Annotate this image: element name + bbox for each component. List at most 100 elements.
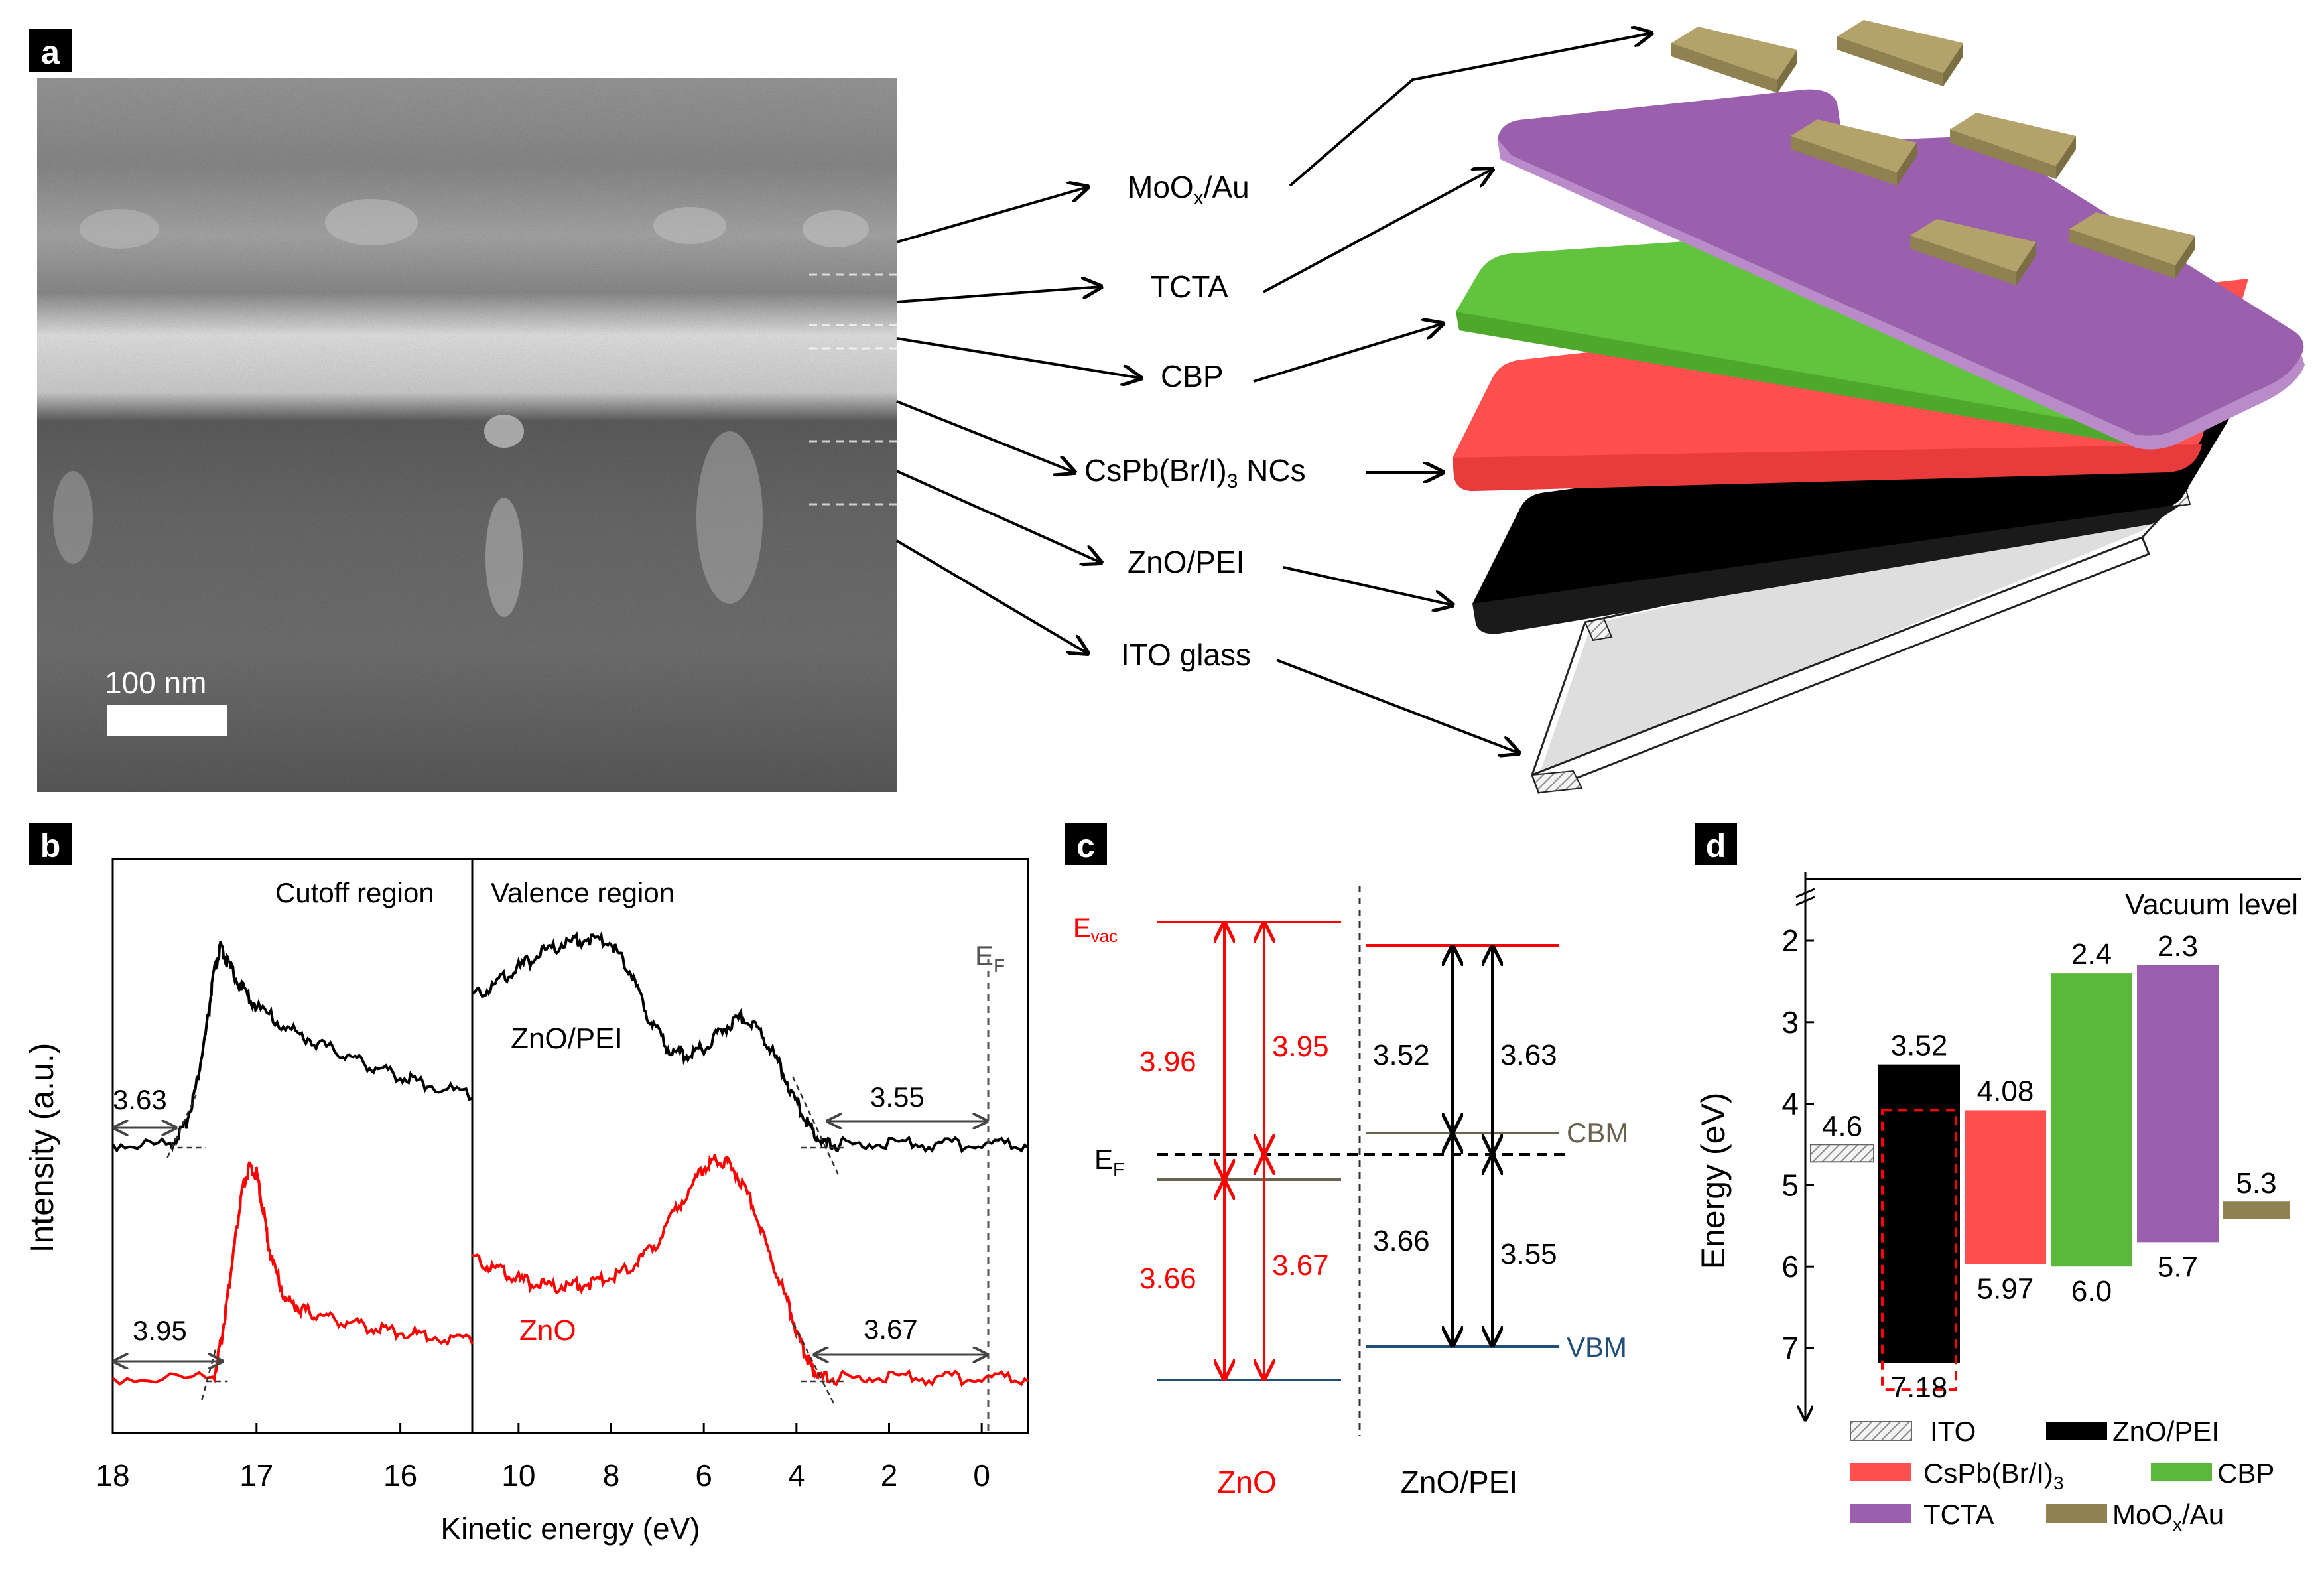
legend-ito: ITO xyxy=(1930,1416,1976,1447)
panel-b-label-box xyxy=(29,823,72,865)
legend-swatch-znopei xyxy=(2046,1422,2107,1440)
d-level-ito xyxy=(1810,1144,1874,1163)
vbm-label: VBM xyxy=(1567,1331,1627,1363)
b-right-ticklabel-10: 10 xyxy=(501,1458,535,1493)
b-ef-label: EF xyxy=(975,940,1005,976)
legend-swatch-cbp xyxy=(2151,1463,2212,1481)
d-label-top-cbp: 2.4 xyxy=(2071,938,2112,971)
zno-val-367: 3.67 xyxy=(1272,1249,1329,1282)
d-label-top-cspbbri3: 4.08 xyxy=(1977,1075,2034,1107)
zno-val-395: 3.95 xyxy=(1272,1030,1329,1063)
panel-b-label: b xyxy=(40,827,61,864)
d-ticklabel-5: 5 xyxy=(1781,1168,1799,1202)
b-right-ticklabel-8: 8 xyxy=(603,1458,620,1493)
valence-title: Valence region xyxy=(491,877,675,908)
d-legend: ITO ZnO/PEI CsPb(Br/I)3 CBP TCTA MoOx/Au xyxy=(1850,1416,2274,1535)
b-right-ticklabel-2: 2 xyxy=(881,1458,898,1493)
b-left-ticklabel-17: 17 xyxy=(239,1458,273,1493)
scale-bar-label: 100 nm xyxy=(105,665,206,700)
b-cutoff-series-znopei xyxy=(111,940,473,1153)
scale-bar xyxy=(107,705,227,736)
layer-label-tcta: TCTA xyxy=(1151,269,1228,304)
d-ticklabel-7: 7 xyxy=(1781,1331,1799,1365)
d-label-ito: 4.6 xyxy=(1822,1110,1862,1142)
panel-d: d Energy (eV) Vacuum level 2 3 4 5 6 7 4.6 3.5… xyxy=(1695,823,2301,1535)
b-ylabel: Intensity (a.u.) xyxy=(23,1043,60,1253)
panel-c-label: c xyxy=(1076,827,1095,864)
d-ticklabel-6: 6 xyxy=(1781,1249,1799,1284)
electrode-pads xyxy=(1671,20,2195,285)
panel-b: b Cutoff region Valence region Intensity… xyxy=(23,823,1029,1546)
axis-break xyxy=(1795,888,1815,906)
panel-c: c Evac EF 3.96 3.95 3.66 3.67 CBM VBM xyxy=(1065,823,1628,1499)
b-tangent-3 xyxy=(791,1320,834,1404)
cutoff-title: Cutoff region xyxy=(275,877,434,908)
panel-d-label: d xyxy=(1706,827,1726,864)
b-left-ticklabel-16: 16 xyxy=(383,1458,417,1493)
zno-val-396: 3.96 xyxy=(1139,1046,1196,1078)
d-label-bottom-tcta: 5.7 xyxy=(2158,1251,2198,1283)
d-bar-cspbbri3 xyxy=(1965,1110,2046,1264)
panel-a: a 100 nm xyxy=(29,20,2305,794)
d-ticklabel-4: 4 xyxy=(1781,1087,1799,1121)
valence-frame xyxy=(471,858,1029,1434)
device-stack xyxy=(1452,20,2305,794)
b-ticks: 18 17 16 10 8 6 4 2 0 xyxy=(96,1423,990,1493)
c-ef-label: EF xyxy=(1094,1144,1124,1180)
b-plot xyxy=(111,930,1029,1404)
d-label-bottom-cbp: 6.0 xyxy=(2071,1275,2112,1308)
legend-mooxau: MoOx/Au xyxy=(2112,1499,2224,1535)
c-xlabel-zno: ZnO xyxy=(1217,1465,1276,1499)
panel-a-label: a xyxy=(41,34,60,71)
d-bar-znopei xyxy=(1878,1064,1960,1363)
d-bar-znopei-dashed-outline xyxy=(1881,1109,1957,1391)
b-left-ticklabel-18: 18 xyxy=(96,1458,129,1493)
legend-znopei: ZnO/PEI xyxy=(2112,1416,2219,1447)
legend-swatch-mooxau xyxy=(2046,1504,2107,1523)
evac-label: Evac xyxy=(1073,914,1118,946)
layer-tcta xyxy=(1497,89,2305,450)
legend-perovskite: CsPb(Br/I)3 xyxy=(1923,1458,2064,1493)
d-bars: 4.6 3.52 7.18 4.08 5.97 2.4 6.0 2.3 5.7 5.3 xyxy=(1810,930,2290,1404)
cutoff-top-value: 3.63 xyxy=(113,1084,167,1115)
b-right-ticklabel-6: 6 xyxy=(695,1458,712,1493)
d-label-top-tcta: 2.3 xyxy=(2158,930,2198,963)
layer-label-mooxau: MoOx/Au xyxy=(1128,170,1250,209)
d-level-mooxau xyxy=(2223,1201,2290,1219)
layer-label-ito: ITO glass xyxy=(1121,638,1251,672)
b-cutoff-series-zno xyxy=(111,1161,474,1386)
label-zno: ZnO xyxy=(519,1314,576,1347)
valence-bottom-value: 3.67 xyxy=(864,1314,918,1345)
d-ticklabel-3: 3 xyxy=(1781,1005,1799,1040)
b-right-ticklabel-4: 4 xyxy=(788,1458,805,1493)
layer-label-znopei: ZnO/PEI xyxy=(1128,545,1244,579)
vacuum-label: Vacuum level xyxy=(2125,888,2298,921)
zno-val-366: 3.66 xyxy=(1139,1262,1196,1295)
legend-swatch-perovskite xyxy=(1850,1463,1911,1481)
legend-cbp: CBP xyxy=(2217,1458,2274,1489)
panel-c-label-box xyxy=(1065,823,1107,865)
d-label-bottom-cspbbri3: 5.97 xyxy=(1977,1273,2034,1306)
cutoff-bottom-value: 3.95 xyxy=(133,1315,187,1346)
b-right-ticklabel-0: 0 xyxy=(973,1458,990,1493)
b-tangent-2 xyxy=(791,1074,839,1175)
panel-d-label-box xyxy=(1695,823,1737,865)
znopei-val-355: 3.55 xyxy=(1500,1238,1557,1270)
label-znopei: ZnO/PEI xyxy=(511,1022,623,1055)
znopei-val-352: 3.52 xyxy=(1373,1039,1430,1071)
d-bar-cbp xyxy=(2051,973,2132,1267)
layer-label-perovskite: CsPb(Br/I)3 NCs xyxy=(1084,453,1306,492)
znopei-val-363: 3.63 xyxy=(1500,1039,1557,1071)
b-valence-series-zno xyxy=(472,1154,1029,1387)
b-xlabel: Kinetic energy (eV) xyxy=(440,1511,700,1546)
znopei-val-366: 3.66 xyxy=(1373,1225,1430,1257)
d-ticklabel-2: 2 xyxy=(1781,923,1799,958)
legend-swatch-tcta xyxy=(1850,1504,1911,1523)
b-tangent-0 xyxy=(166,1094,197,1158)
b-valence-series-znopei xyxy=(471,930,1029,1154)
legend-swatch-ito xyxy=(1850,1421,1912,1441)
layer-label-cbp: CBP xyxy=(1161,359,1224,393)
c-xlabel-znopei: ZnO/PEI xyxy=(1401,1465,1517,1499)
d-bar-tcta xyxy=(2137,965,2219,1243)
